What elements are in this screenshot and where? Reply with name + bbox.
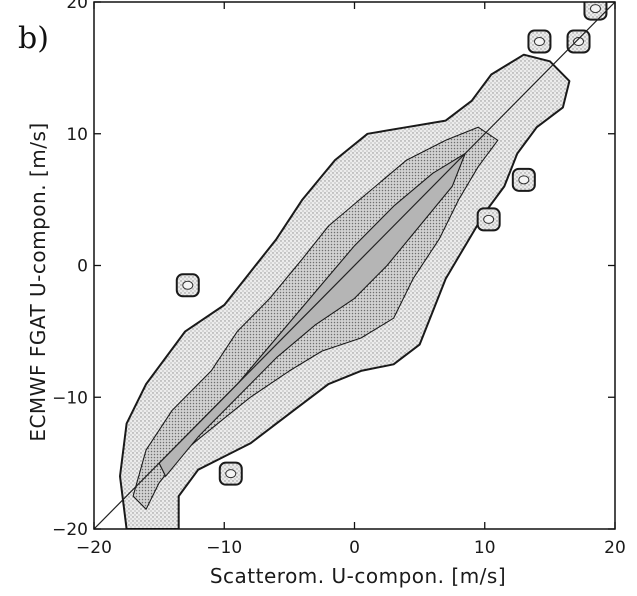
isolated-patch-core bbox=[589, 4, 601, 14]
y-tick-label: 20 bbox=[66, 0, 88, 13]
y-axis-title: ECMWF FGAT U-compon. [m/s] bbox=[26, 122, 50, 441]
y-tick-label: −20 bbox=[52, 520, 88, 540]
isolated-patch-core bbox=[573, 37, 585, 47]
panel-label: b) bbox=[18, 21, 49, 56]
isolated-patches bbox=[175, 2, 608, 486]
x-tick-label: 0 bbox=[349, 538, 360, 558]
isolated-patch-core bbox=[182, 280, 194, 290]
y-axis-ticks: −20 −10 0 10 20 bbox=[52, 0, 615, 540]
x-axis-title: Scatterom. U-compon. [m/s] bbox=[210, 564, 506, 588]
x-tick-label: 20 bbox=[604, 538, 626, 558]
one-to-one-line bbox=[94, 2, 615, 529]
isolated-patch-core bbox=[518, 175, 530, 185]
isolated-patch-core bbox=[533, 37, 545, 47]
x-tick-label: 10 bbox=[474, 538, 496, 558]
y-tick-label: −10 bbox=[52, 388, 88, 408]
plot-area bbox=[94, 2, 615, 529]
y-tick-label: 0 bbox=[77, 257, 88, 277]
isolated-patch-core bbox=[225, 469, 237, 479]
contour-inner bbox=[158, 152, 466, 477]
x-tick-label: −10 bbox=[206, 538, 242, 558]
y-tick-label: 10 bbox=[66, 125, 88, 145]
isolated-patch-core bbox=[483, 214, 495, 224]
x-tick-label: −20 bbox=[76, 538, 112, 558]
x-axis-ticks: −20 −10 0 10 20 bbox=[76, 2, 626, 558]
contour-fills bbox=[119, 53, 571, 529]
